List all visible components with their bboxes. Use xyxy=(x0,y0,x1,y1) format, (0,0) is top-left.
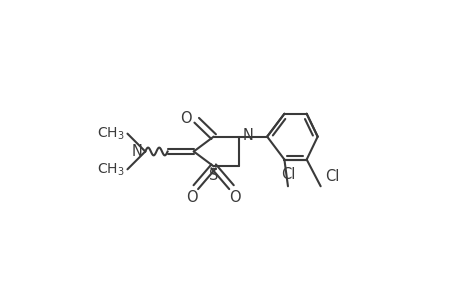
Text: N: N xyxy=(131,144,142,159)
Text: N: N xyxy=(242,128,253,142)
Text: Cl: Cl xyxy=(325,169,339,184)
Text: O: O xyxy=(179,111,191,126)
Text: O: O xyxy=(229,190,241,205)
Text: CH$_3$: CH$_3$ xyxy=(97,125,125,142)
Text: Cl: Cl xyxy=(280,167,295,182)
Text: O: O xyxy=(186,190,198,205)
Text: CH$_3$: CH$_3$ xyxy=(97,161,125,178)
Text: S: S xyxy=(208,168,218,183)
